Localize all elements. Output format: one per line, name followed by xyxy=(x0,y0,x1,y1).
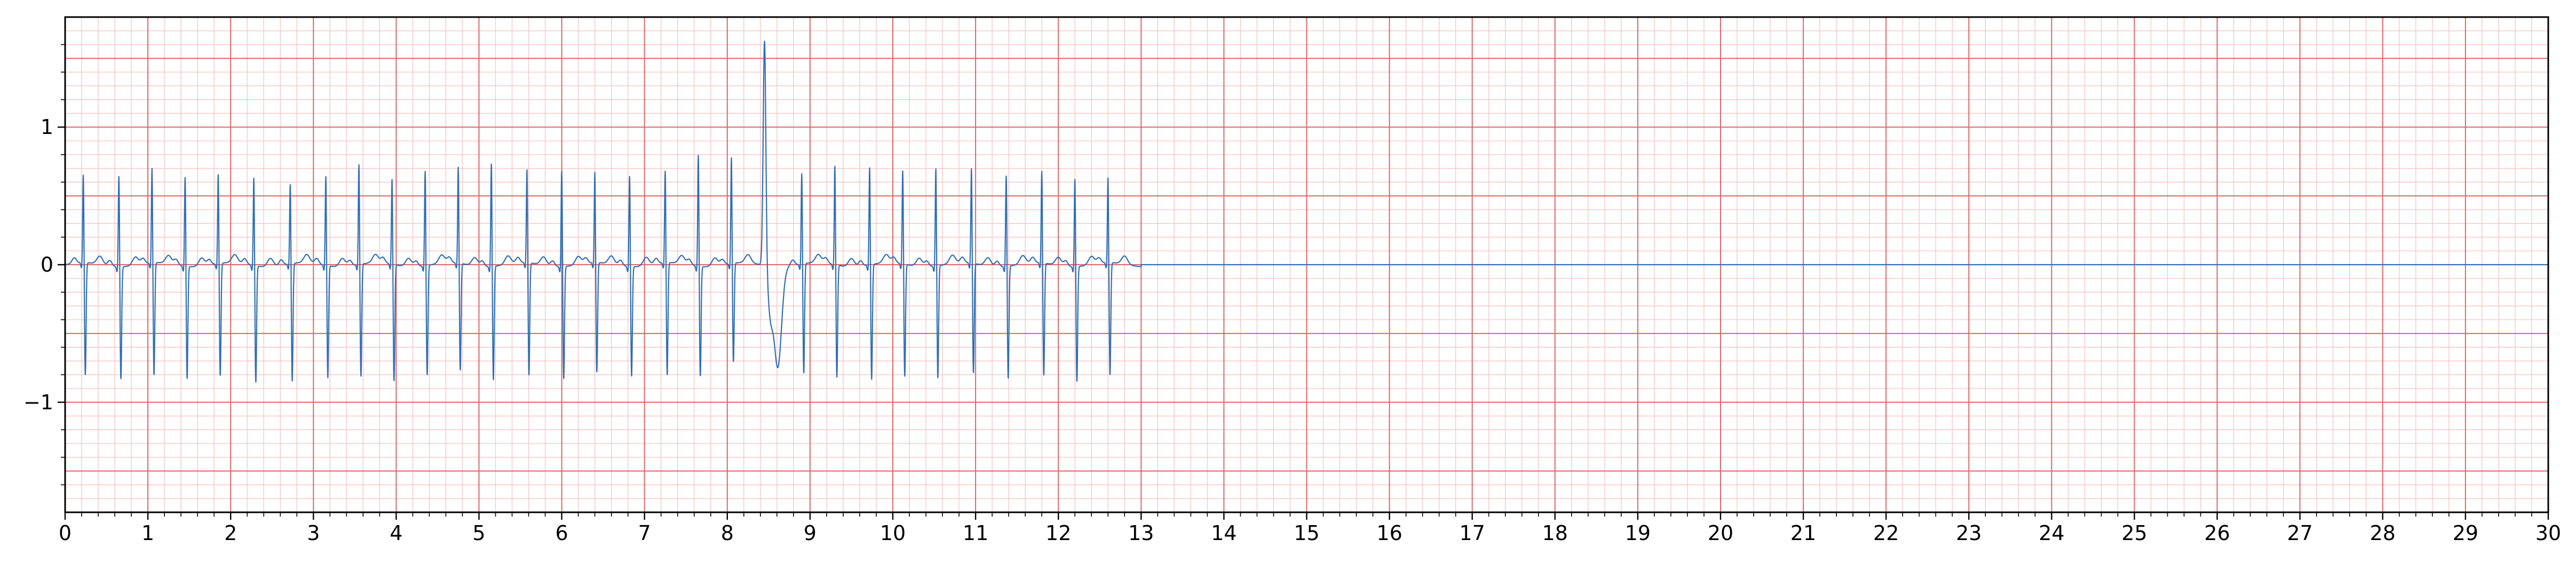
y-tick-labels: −1 0 1 xyxy=(23,115,53,414)
x-tick-label: 29 xyxy=(2453,521,2478,545)
x-tick-label: 18 xyxy=(1542,521,1568,545)
x-tick-label: 22 xyxy=(1873,521,1899,545)
x-tick-label: 30 xyxy=(2535,521,2561,545)
axis-ticks xyxy=(58,44,2549,520)
y-tick-label: 0 xyxy=(41,253,53,276)
x-tick-label: 6 xyxy=(556,521,568,545)
x-tick-label: 11 xyxy=(963,521,988,545)
series-layer xyxy=(65,41,2548,383)
x-tick-label: 26 xyxy=(2204,521,2230,545)
x-tick-label: 23 xyxy=(1956,521,1981,545)
x-tick-label: 24 xyxy=(2039,521,2064,545)
x-tick-label: 1 xyxy=(141,521,154,545)
x-tick-label: 25 xyxy=(2121,521,2147,545)
x-tick-label: 13 xyxy=(1128,521,1154,545)
x-tick-label: 8 xyxy=(721,521,734,545)
x-tick-label: 9 xyxy=(804,521,817,545)
x-tick-label: 3 xyxy=(307,521,320,545)
x-tick-label: 5 xyxy=(472,521,485,545)
x-tick-label: 7 xyxy=(638,521,651,545)
x-tick-label: 4 xyxy=(390,521,402,545)
x-tick-label: 27 xyxy=(2287,521,2313,545)
y-tick-label: 1 xyxy=(41,115,53,139)
ecg-trace xyxy=(65,41,2548,383)
x-tick-label: 16 xyxy=(1376,521,1402,545)
x-tick-label: 14 xyxy=(1211,521,1237,545)
x-tick-labels: 0 1 2 3 4 5 6 7 8 9 10 11 12 13 14 15 16 17 18 19 20 21 22 23 24… xyxy=(59,521,2561,545)
y-tick-label: −1 xyxy=(23,391,53,414)
x-tick-label: 12 xyxy=(1045,521,1071,545)
x-tick-label: 21 xyxy=(1790,521,1816,545)
x-tick-label: 28 xyxy=(2370,521,2396,545)
x-tick-label: 15 xyxy=(1294,521,1319,545)
x-tick-label: 10 xyxy=(880,521,906,545)
x-tick-label: 19 xyxy=(1625,521,1651,545)
x-tick-label: 2 xyxy=(224,521,237,545)
x-tick-label: 0 xyxy=(59,521,72,545)
x-tick-label: 17 xyxy=(1460,521,1485,545)
x-tick-label: 20 xyxy=(1708,521,1733,545)
